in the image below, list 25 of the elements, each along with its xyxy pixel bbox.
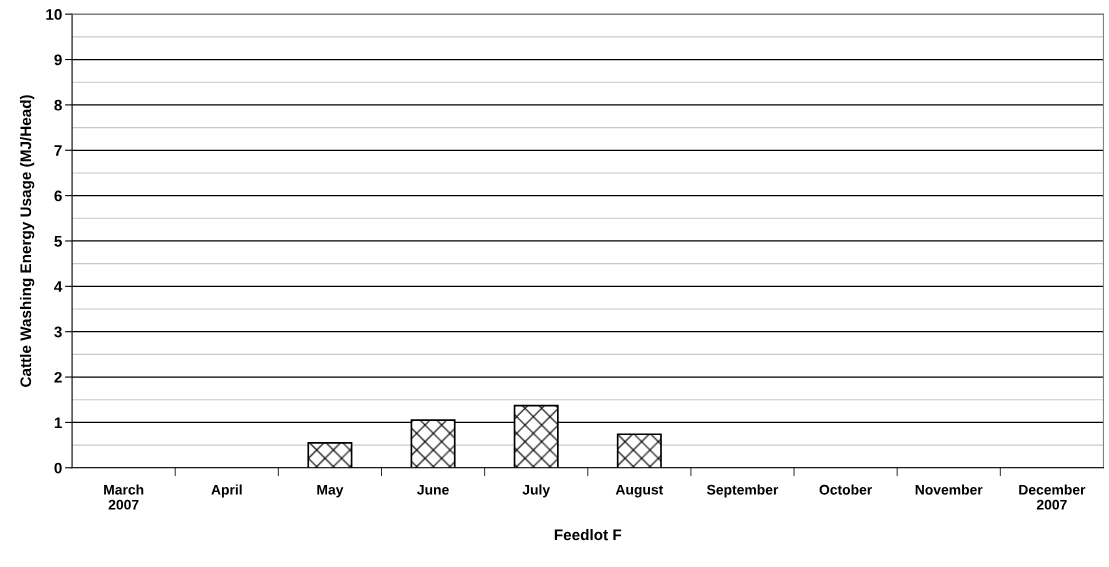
x-tick-label: April	[211, 484, 242, 498]
y-tick-label: 10	[46, 9, 62, 20]
y-tick-label: 3	[54, 326, 62, 338]
x-axis-title: Feedlot F	[554, 529, 622, 541]
x-tick-label: May	[317, 484, 344, 498]
x-tick-label: June	[417, 484, 449, 495]
y-tick-label: 7	[54, 145, 62, 156]
y-tick-label: 6	[54, 190, 62, 202]
y-axis-title: Cattle Washing Energy Usage (MJ/Head)	[19, 95, 35, 387]
x-tick-label: March 2007	[104, 484, 144, 510]
bar	[307, 441, 353, 468]
y-tick-label: 1	[54, 417, 62, 428]
y-tick-label: 2	[54, 371, 62, 383]
x-tick-label: October	[819, 484, 873, 495]
y-tick-label: 9	[54, 54, 62, 66]
x-tick-label: December 2007	[1019, 484, 1086, 510]
x-tick-label: July	[522, 484, 551, 498]
y-tick-label: 5	[54, 236, 62, 247]
x-tick-label: August	[615, 484, 664, 498]
y-tick-label: 8	[54, 99, 62, 111]
y-tick-label: 0	[54, 462, 62, 474]
y-tick-label: 4	[54, 281, 63, 292]
x-tick-label: November	[915, 484, 983, 495]
x-tick-label: September	[706, 484, 779, 498]
bar	[616, 433, 662, 468]
